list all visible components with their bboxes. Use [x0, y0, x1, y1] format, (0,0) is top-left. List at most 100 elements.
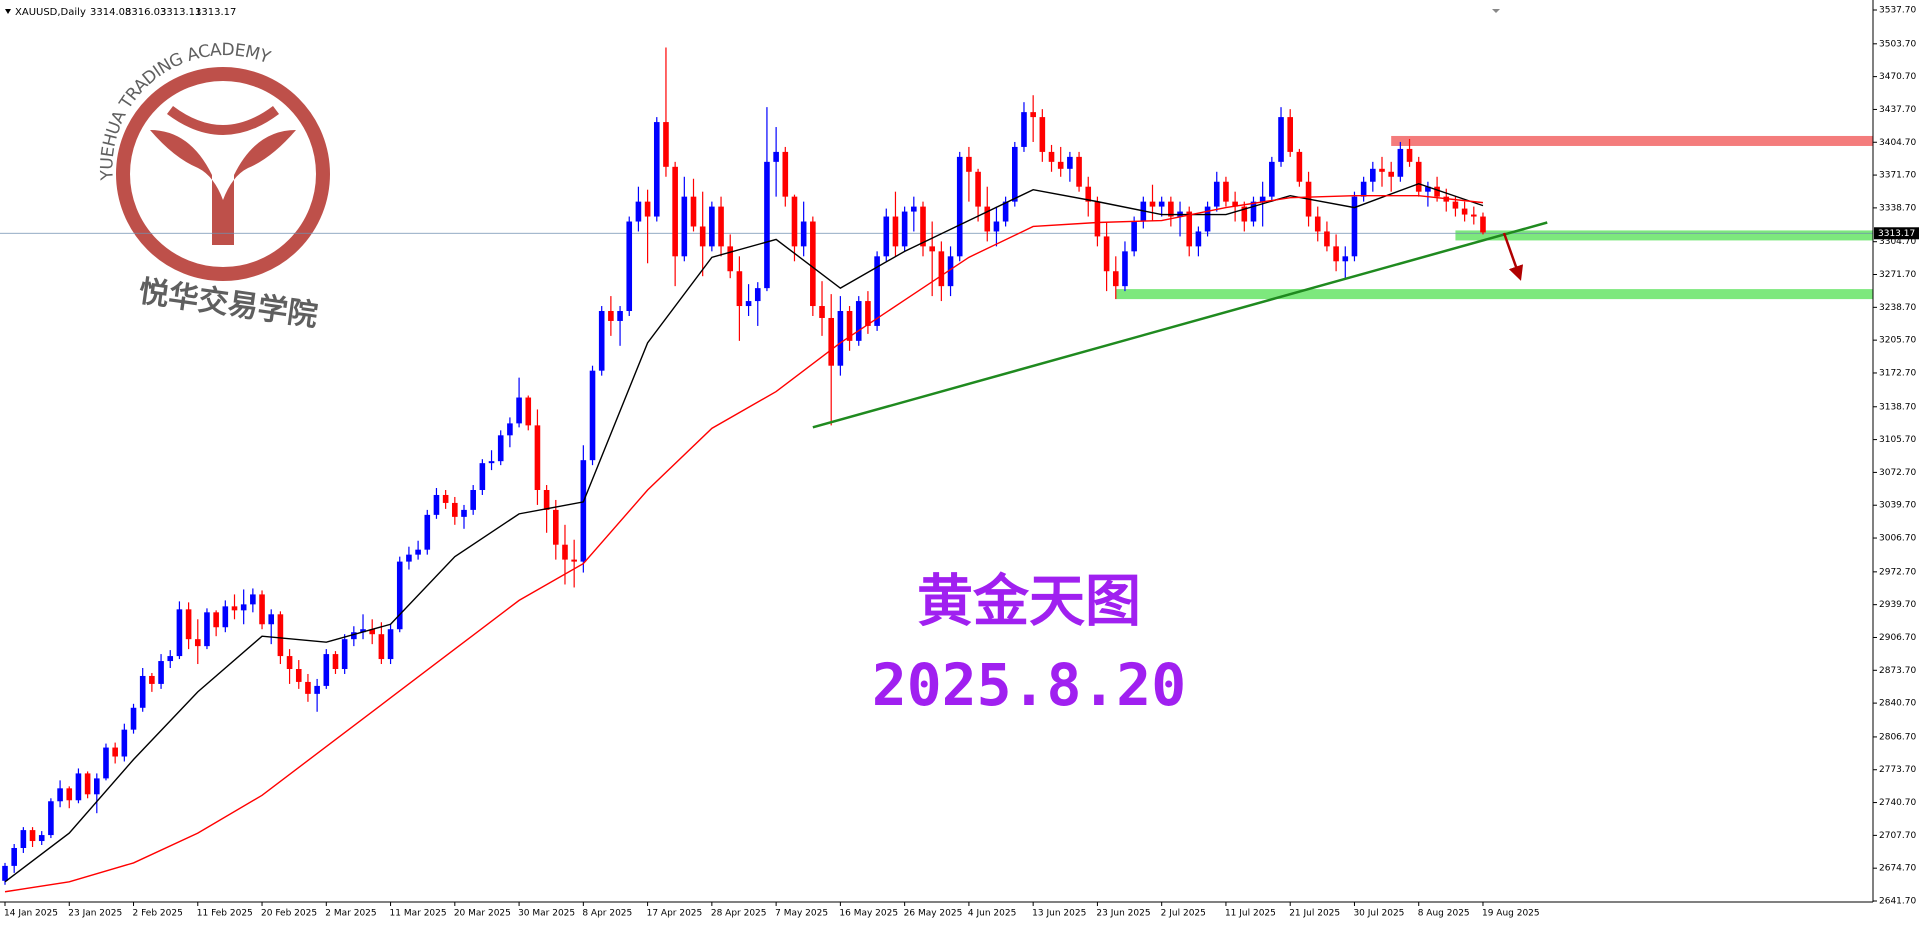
- x-tick-label: 8 Aug 2025: [1418, 909, 1470, 919]
- candle-body: [259, 594, 265, 625]
- candle-body: [1057, 161, 1064, 169]
- candle-body: [57, 788, 63, 802]
- y-tick-label: 2906.70: [1879, 633, 1916, 643]
- candle-body: [112, 747, 118, 757]
- candle-body: [442, 494, 449, 503]
- candle-body: [470, 490, 476, 510]
- candle-body: [764, 161, 770, 289]
- candle-body: [993, 221, 1000, 232]
- candle-body: [727, 246, 734, 272]
- candle-body: [929, 246, 935, 252]
- y-tick-label: 3304.70: [1879, 237, 1916, 247]
- candle-body: [855, 301, 862, 341]
- y-tick-label: 3338.70: [1879, 203, 1916, 213]
- y-tick-label: 2972.70: [1879, 567, 1916, 577]
- candle-body: [819, 306, 825, 318]
- candle-body: [461, 509, 467, 517]
- candle-body: [1324, 231, 1330, 247]
- candle-body: [1480, 216, 1486, 233]
- y-tick-label: 2840.70: [1879, 699, 1916, 709]
- candle-body: [901, 211, 908, 247]
- y-tick-label: 2707.70: [1879, 831, 1916, 841]
- candle-body: [48, 801, 54, 836]
- zone: [1455, 230, 1873, 241]
- x-tick-label: 28 Apr 2025: [711, 909, 767, 919]
- candle-body: [635, 201, 642, 222]
- candle-body: [360, 629, 366, 633]
- header-symbol: XAUUSD,Daily: [15, 7, 86, 18]
- candle-body: [213, 612, 219, 628]
- candle-body: [1434, 186, 1440, 197]
- candle-body: [516, 397, 522, 424]
- x-tick-label: 2 Mar 2025: [325, 909, 376, 919]
- candle-body: [911, 206, 917, 212]
- candle-body: [341, 639, 348, 670]
- candle-body: [240, 604, 247, 611]
- candle-body: [709, 206, 715, 247]
- y-tick-label: 3371.70: [1879, 171, 1916, 181]
- candle-body: [1039, 117, 1046, 152]
- y-tick-label: 3105.70: [1879, 435, 1916, 445]
- candle-body: [332, 654, 339, 670]
- candle-body: [1094, 201, 1101, 237]
- candle-body: [534, 425, 541, 491]
- candle-body: [543, 490, 550, 510]
- x-tick-label: 21 Jul 2025: [1289, 909, 1340, 919]
- candle-body: [84, 773, 91, 795]
- y-tick-label: 3503.70: [1879, 39, 1916, 49]
- candle-body: [1103, 236, 1110, 272]
- candle-body: [745, 301, 752, 307]
- candle-body: [773, 151, 779, 162]
- candle-body: [644, 201, 651, 217]
- candle-body: [810, 221, 816, 307]
- candle-body: [1259, 196, 1266, 202]
- candle-body: [1415, 161, 1422, 192]
- candle-body: [222, 606, 229, 628]
- y-tick-label: 3238.70: [1879, 303, 1916, 313]
- x-tick-label: 8 Apr 2025: [582, 909, 632, 919]
- candle-body: [415, 549, 421, 555]
- candle-body: [424, 514, 431, 550]
- candle-body: [1351, 196, 1358, 257]
- y-tick-label: 3172.70: [1879, 368, 1916, 378]
- watermark: YUEHUA TRADING ACADEMY 悦华交易学院: [97, 40, 330, 334]
- candle-body: [406, 554, 412, 562]
- candle-body: [250, 594, 256, 605]
- candle-body: [1406, 148, 1413, 162]
- candle-body: [800, 221, 807, 247]
- candle-body: [351, 632, 357, 640]
- y-tick-label: 3039.70: [1879, 501, 1916, 511]
- candle-body: [433, 494, 440, 515]
- x-tick-label: 11 Feb 2025: [197, 909, 253, 919]
- candle-body: [1048, 151, 1055, 162]
- x-tick-label: 23 Jan 2025: [68, 909, 122, 919]
- header-high: 3316.03: [125, 7, 166, 18]
- x-tick-label: 2 Feb 2025: [133, 909, 183, 919]
- trendline: [812, 221, 1548, 429]
- candle-body: [966, 156, 972, 172]
- candle-body: [663, 122, 669, 167]
- watermark-cn: 悦华交易学院: [137, 274, 320, 334]
- candle-body: [488, 461, 495, 464]
- candle-body: [305, 681, 311, 694]
- price-label-box: [1874, 227, 1919, 240]
- price-label: 3313.17: [1878, 229, 1915, 239]
- candle-body: [718, 206, 724, 247]
- candle-body: [38, 835, 45, 842]
- candle-body: [1122, 251, 1128, 287]
- y-tick-label: 3404.70: [1879, 138, 1916, 148]
- candle-body: [956, 156, 963, 257]
- candle-body: [323, 654, 330, 686]
- y-tick-label: 3271.70: [1879, 270, 1916, 280]
- plot: [0, 47, 1873, 893]
- candle-body: [947, 256, 954, 287]
- candle-body: [1149, 201, 1156, 207]
- candle-body: [286, 656, 293, 670]
- candle-body: [681, 196, 688, 257]
- y-tick-label: 2773.70: [1879, 765, 1916, 775]
- candle-body: [66, 788, 73, 801]
- candle-body: [396, 561, 403, 630]
- candle-body: [1370, 168, 1376, 182]
- candle-body: [754, 288, 761, 302]
